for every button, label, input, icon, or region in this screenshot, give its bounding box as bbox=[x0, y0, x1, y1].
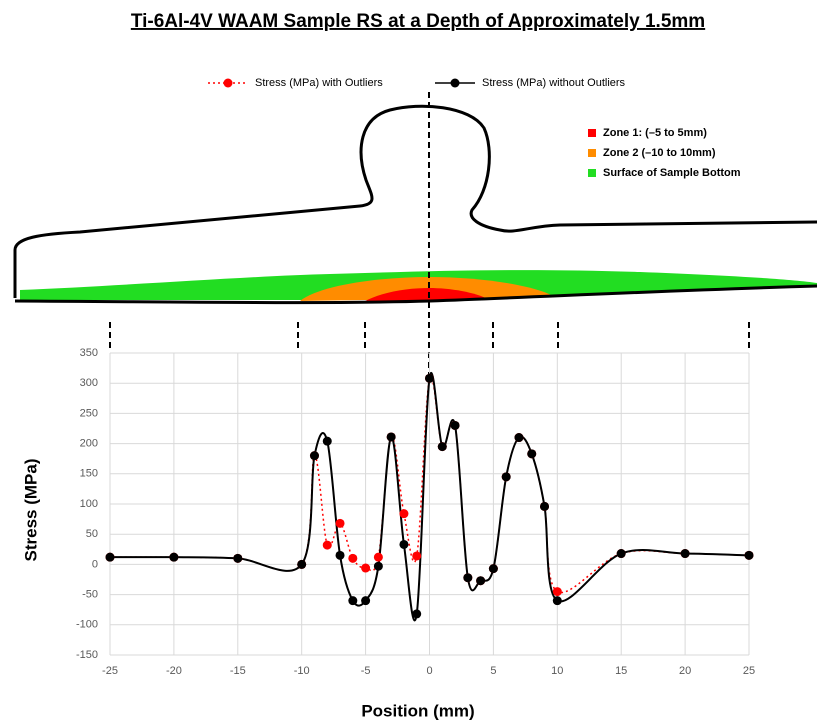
y-tick-label: 0 bbox=[92, 558, 98, 570]
data-point bbox=[373, 561, 383, 571]
zone-swatch bbox=[588, 169, 596, 177]
data-point bbox=[552, 596, 562, 606]
data-point bbox=[105, 552, 115, 562]
sample-diagram bbox=[13, 92, 817, 380]
x-tick-label: 5 bbox=[490, 665, 496, 677]
y-tick-label: 300 bbox=[80, 377, 98, 389]
y-tick-label: -50 bbox=[82, 589, 98, 601]
y-tick-label: 150 bbox=[80, 468, 98, 480]
chart-title: Ti-6Al-4V WAAM Sample RS at a Depth of A… bbox=[131, 11, 705, 32]
data-point bbox=[527, 449, 537, 459]
data-point bbox=[425, 373, 434, 383]
zone-swatch bbox=[588, 149, 596, 157]
x-tick-label: 25 bbox=[743, 665, 755, 677]
data-point bbox=[412, 609, 422, 619]
data-point bbox=[616, 549, 626, 559]
grid bbox=[109, 352, 750, 656]
data-point bbox=[335, 550, 345, 560]
x-tick-label: -15 bbox=[230, 665, 246, 677]
data-point bbox=[437, 442, 447, 452]
data-point bbox=[399, 539, 409, 549]
data-point bbox=[386, 432, 396, 442]
data-point bbox=[169, 552, 179, 562]
y-tick-label: 200 bbox=[80, 438, 98, 450]
data-point bbox=[322, 540, 332, 550]
y-tick-label: -100 bbox=[76, 619, 98, 631]
x-tick-label: -5 bbox=[361, 665, 371, 677]
x-tick-label: 20 bbox=[679, 665, 691, 677]
y-tick-label: 100 bbox=[80, 498, 98, 510]
data-point bbox=[399, 509, 409, 519]
y-tick-label: 350 bbox=[80, 347, 98, 359]
sample-bottom bbox=[14, 284, 817, 305]
zone-label: Zone 1: (–5 to 5mm) bbox=[603, 127, 707, 139]
legend-marker bbox=[223, 78, 233, 88]
data-point bbox=[348, 596, 358, 606]
x-tick-label: 15 bbox=[615, 665, 627, 677]
zone-markers bbox=[109, 322, 750, 352]
data-point bbox=[450, 420, 460, 430]
x-tick-label: 0 bbox=[426, 665, 432, 677]
legend-label: Stress (MPa) without Outliers bbox=[482, 77, 626, 89]
data-point bbox=[335, 518, 345, 528]
legend-marker bbox=[450, 78, 460, 88]
zone-1 bbox=[365, 288, 490, 301]
y-tick-label: 50 bbox=[86, 528, 98, 540]
x-tick-label: -10 bbox=[294, 665, 310, 677]
data-point bbox=[361, 596, 371, 606]
data-point bbox=[412, 551, 422, 561]
data-point bbox=[463, 573, 473, 583]
y-tick-label: -150 bbox=[76, 649, 98, 661]
x-tick-label: -20 bbox=[166, 665, 182, 677]
data-point bbox=[373, 552, 383, 562]
zone-label: Surface of Sample Bottom bbox=[603, 167, 741, 179]
data-point bbox=[744, 550, 754, 560]
series-line bbox=[109, 372, 750, 622]
data-point bbox=[680, 549, 690, 559]
data-point bbox=[488, 564, 498, 574]
data-point bbox=[476, 576, 486, 586]
data-point bbox=[322, 436, 332, 446]
zone-swatch bbox=[588, 129, 596, 137]
data-point bbox=[501, 472, 511, 482]
data-point bbox=[297, 559, 307, 569]
data-point bbox=[348, 553, 358, 563]
data-point bbox=[540, 501, 550, 511]
data-point bbox=[233, 553, 243, 563]
x-tick-label: 10 bbox=[551, 665, 563, 677]
y-tick-label: 250 bbox=[80, 407, 98, 419]
data-point bbox=[309, 451, 319, 461]
legend-label: Stress (MPa) with Outliers bbox=[255, 77, 383, 89]
zone-label: Zone 2 (–10 to 10mm) bbox=[603, 147, 716, 159]
data-point bbox=[361, 563, 371, 573]
data-point bbox=[514, 433, 524, 443]
sample-outline bbox=[13, 104, 817, 298]
x-tick-label: -25 bbox=[102, 665, 118, 677]
data-point bbox=[552, 587, 562, 597]
x-axis-label: Position (mm) bbox=[361, 701, 474, 720]
y-axis-label: Stress (MPa) bbox=[21, 459, 40, 562]
